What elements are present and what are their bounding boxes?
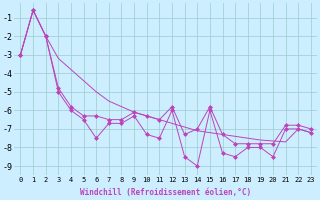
X-axis label: Windchill (Refroidissement éolien,°C): Windchill (Refroidissement éolien,°C) (80, 188, 251, 197)
